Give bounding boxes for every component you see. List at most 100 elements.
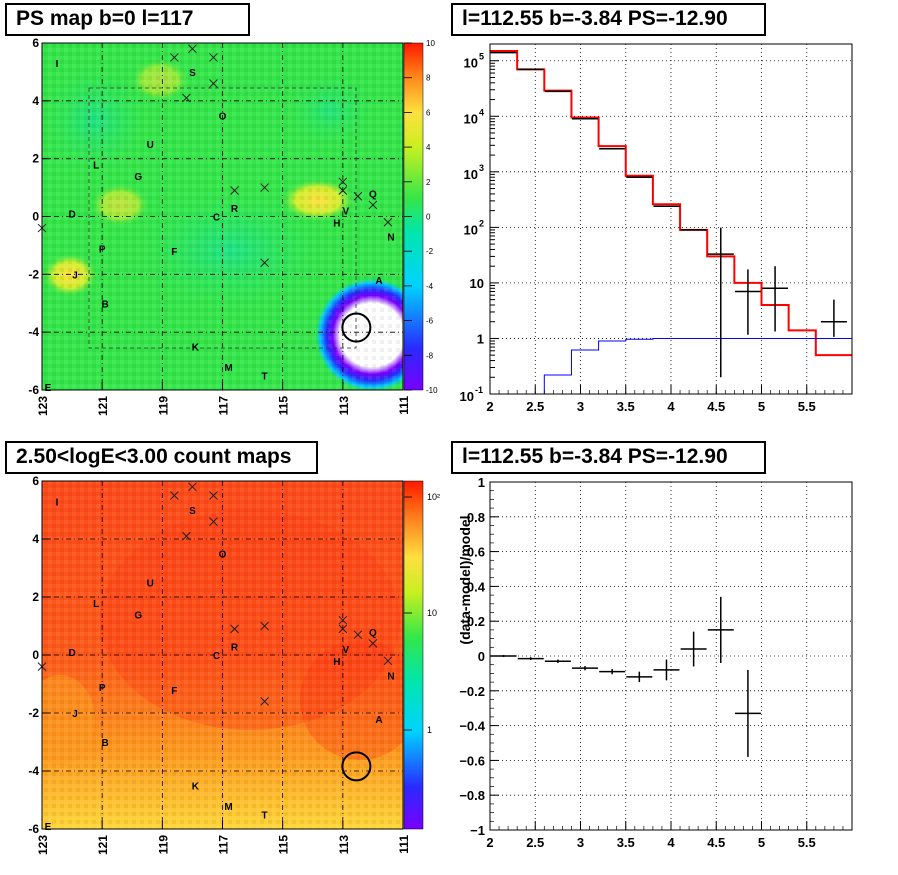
source-marker	[170, 491, 179, 500]
x-tick-label: 3	[577, 835, 584, 850]
y-tick-label: 10	[464, 222, 478, 237]
x-tick-label: 123	[36, 835, 50, 855]
source-label: D	[68, 210, 75, 221]
x-tick-label: 5	[758, 835, 765, 850]
spectrum-grid	[490, 44, 852, 394]
y-tick-label: -4	[28, 764, 39, 778]
source-marker	[338, 615, 348, 625]
source-label: I	[56, 497, 59, 508]
x-tick-label: 5.5	[798, 835, 816, 850]
source-label: C	[213, 213, 220, 224]
y-tick-exponent: -1	[475, 385, 483, 395]
ps-map-source-labels: I S O U L G RC D Q VH N P F J A B K M T E	[37, 44, 395, 394]
y-tick-label: −0.8	[459, 788, 485, 803]
count-map-source-labels: I S O U L G RC D Q VH N P F J A B K M T E	[37, 482, 395, 833]
x-tick-label: 2	[486, 835, 493, 850]
source-label: C	[213, 651, 220, 662]
source-marker	[188, 482, 197, 492]
x-tick-label: 123	[36, 396, 50, 416]
x-tick-label: 113	[337, 396, 351, 416]
source-marker	[230, 624, 239, 634]
count-colorbar-ticks: 10² 10 1	[404, 492, 440, 735]
colorbar-tick-label: -6	[426, 317, 434, 326]
colorbar-tick-label: 10²	[427, 492, 440, 502]
x-tick-label: 3.5	[617, 835, 635, 850]
source-label: A	[375, 715, 382, 726]
x-tick-label: 111	[397, 835, 411, 854]
colorbar-tick-label: 0	[426, 213, 431, 222]
source-label: T	[262, 811, 268, 822]
source-label: N	[387, 671, 394, 682]
y-tick-label: -2	[28, 706, 39, 720]
y-tick-label: 4	[32, 532, 39, 546]
x-tick-label: 5.5	[798, 399, 816, 414]
source-label: J	[72, 709, 78, 720]
source-label: R	[231, 204, 239, 215]
source-marker	[209, 53, 218, 62]
source-marker	[383, 656, 393, 666]
source-marker	[182, 93, 191, 103]
y-tick-label: 0	[478, 649, 485, 664]
count-map-axes: 123 121 119 117 115 113 111 6 4 2 0 -2 -4 -6	[28, 474, 411, 855]
source-label: M	[224, 802, 232, 813]
source-label: Q	[369, 189, 377, 200]
target-circle	[341, 312, 372, 343]
colorbar-tick-label: 10	[426, 39, 435, 48]
y-tick-label: −0.4	[459, 719, 485, 734]
source-label: F	[171, 247, 177, 258]
y-tick-label: -2	[28, 267, 39, 281]
source-marker	[338, 177, 348, 187]
y-tick-label: 0.8	[467, 510, 485, 525]
y-tick-label: 0.2	[467, 614, 485, 629]
source-marker	[353, 630, 363, 640]
source-label: M	[224, 363, 232, 374]
source-label: L	[93, 160, 99, 171]
x-tick-label: 119	[156, 835, 170, 855]
source-label: O	[219, 550, 227, 561]
source-marker	[338, 186, 348, 195]
source-marker	[338, 624, 348, 634]
colorbar-tick-label: -2	[426, 247, 434, 256]
colorbar-tick-label: 10	[427, 608, 437, 618]
count-colorbar	[403, 480, 424, 830]
x-tick-label: 3	[577, 399, 584, 414]
model-histogram-red	[490, 49, 852, 357]
source-label: B	[102, 738, 109, 749]
source-marker	[260, 183, 269, 192]
source-marker	[188, 44, 197, 54]
source-label: P	[99, 244, 106, 255]
data-points	[490, 51, 847, 378]
source-label: J	[72, 270, 78, 281]
x-tick-label: 119	[156, 396, 170, 416]
source-label: K	[192, 343, 200, 354]
colorbar-tick-label: 2	[426, 178, 431, 187]
y-tick-label: −1	[470, 823, 485, 838]
source-label: B	[102, 299, 109, 310]
x-tick-label: 2	[486, 399, 493, 414]
x-tick-label: 121	[96, 835, 110, 855]
colorbar-tick-label: 4	[426, 143, 431, 152]
source-label: E	[45, 822, 52, 833]
y-tick-label: 6	[32, 474, 39, 488]
colorbar-tick-label: -4	[426, 282, 434, 291]
target-circle-count	[341, 751, 372, 782]
y-tick-label: 2	[32, 590, 39, 604]
x-tick-label: 5	[758, 399, 765, 414]
source-marker	[209, 491, 218, 500]
y-tick-label: 0.4	[467, 579, 486, 594]
residual-grid	[490, 482, 852, 830]
y-tick-label: 0	[32, 648, 39, 662]
ps-map-grid	[42, 43, 403, 390]
colorbar-tick-label: 6	[426, 108, 431, 117]
x-tick-label: 117	[217, 835, 231, 855]
x-tick-label: 117	[217, 396, 231, 416]
source-label: Q	[369, 628, 377, 639]
residual-title: l=112.55 b=-3.84 PS=-12.90	[451, 441, 766, 474]
ps-map-panel: I S O U L G RC D Q VH N P F J A B K M T E 123 121 119 117 115 11…	[28, 36, 438, 416]
source-label: V	[343, 207, 350, 218]
source-label: O	[219, 111, 227, 122]
colorbar-tick-label: -8	[426, 351, 434, 360]
